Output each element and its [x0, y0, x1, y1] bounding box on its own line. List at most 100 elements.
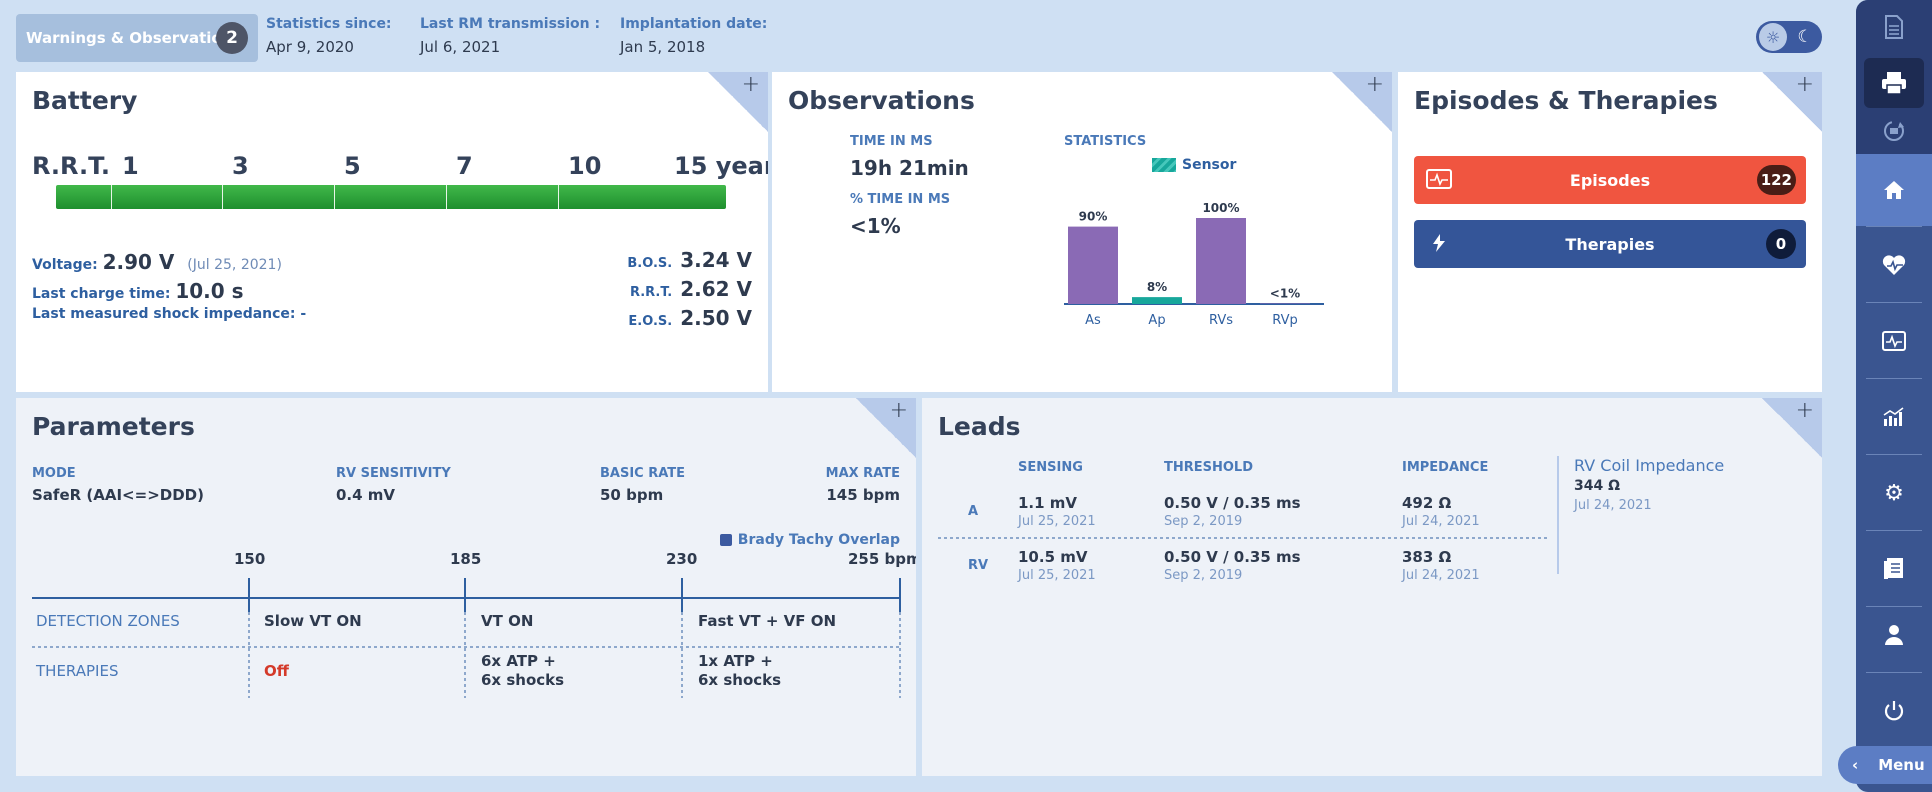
episodes-expand-button[interactable]: + [1762, 72, 1822, 132]
warnings-count-badge: 2 [216, 22, 248, 54]
rv-coil-impedance-value: 344 Ω [1574, 478, 1620, 494]
statistics-label: STATISTICS [1064, 134, 1147, 149]
brady-tachy-overlap-label: Brady Tachy Overlap [737, 532, 900, 548]
voltage-date: (Jul 25, 2021) [187, 257, 282, 273]
overlap-swatch [719, 534, 732, 546]
category-label: RVs [1209, 313, 1233, 328]
sync-icon[interactable] [1856, 108, 1932, 154]
bar-ap [1132, 297, 1182, 304]
category-label: RVp [1272, 313, 1297, 328]
scale-year: 10 [568, 152, 602, 180]
battery-expand-button[interactable]: + [708, 72, 768, 132]
lead-rv-impedance-date: Jul 24, 2021 [1402, 568, 1480, 583]
power-icon[interactable] [1856, 675, 1932, 747]
therapy-fast-vt: 1x ATP + 6x shocks [698, 652, 781, 690]
rate-tick: 185 [450, 550, 482, 568]
leads-expand-button[interactable]: + [1762, 398, 1822, 458]
rate-tick: 150 [234, 550, 266, 568]
sun-icon[interactable]: ☼ [1759, 23, 1787, 51]
episodes-label: Episodes [1569, 170, 1651, 190]
therapy-fast-vt-shocks: 6x shocks [698, 671, 782, 689]
plus-icon: + [1795, 72, 1814, 97]
patient-icon[interactable] [1856, 599, 1932, 671]
leads-card: Leads + SENSING THRESHOLD IMPEDANCE A 1.… [922, 398, 1822, 776]
battery-level-bar [56, 185, 726, 209]
lead-rv-threshold: 0.50 V / 0.35 ms [1164, 548, 1301, 566]
bar-value-label: <1% [1270, 287, 1300, 301]
plus-icon: + [741, 72, 760, 97]
statistics-bar-chart: 90% As 8% Ap 100% RVs <1% RVp [1064, 201, 1324, 328]
last-rm-value: Jul 6, 2021 [420, 38, 501, 56]
bar-value-label: 90% [1079, 210, 1108, 224]
parameters-expand-button[interactable]: + [856, 398, 916, 458]
therapy-vt-shocks: 6x shocks [481, 671, 565, 689]
moon-icon[interactable]: ☾ [1797, 27, 1813, 47]
plus-icon: + [889, 398, 908, 423]
pct-time-in-ms-label: % TIME IN MS [850, 192, 951, 207]
impedance-header: IMPEDANCE [1402, 460, 1489, 475]
chart-legend: Sensor [1152, 157, 1236, 173]
scale-year: 7 [456, 152, 473, 180]
mode-label: MODE [32, 466, 76, 481]
episodes-button[interactable]: Episodes 122 [1414, 156, 1806, 204]
bar-value-label: 100% [1202, 201, 1239, 215]
zone-slow-vt: Slow VT ON [264, 612, 362, 630]
implantation-date: Implantation date: Jan 5, 2018 [620, 16, 767, 56]
bar-as [1068, 226, 1118, 304]
lead-a-threshold: 0.50 V / 0.35 ms [1164, 494, 1301, 512]
statistics-since: Statistics since: Apr 9, 2020 [266, 16, 392, 56]
zones-grid [32, 578, 901, 698]
lead-rv-impedance: 383 Ω [1402, 548, 1452, 566]
bos-label: B.O.S. [627, 256, 673, 271]
statistics-icon[interactable] [1856, 381, 1932, 453]
ecg-monitor-icon [1426, 168, 1452, 190]
scale-year: 5 [344, 152, 361, 180]
report-icon[interactable] [1856, 533, 1932, 605]
bos-row: B.O.S. 3.24 V [627, 248, 752, 272]
lead-a-impedance-date: Jul 24, 2021 [1402, 514, 1480, 529]
battery-card: Battery + R.R.T. 1 3 5 7 10 15 years Vol… [16, 72, 768, 392]
bar-value-label: 8% [1147, 280, 1167, 294]
lead-a-sensing-date: Jul 25, 2021 [1018, 514, 1096, 529]
eos-value: 2.50 V [680, 306, 752, 330]
statistics-since-value: Apr 9, 2020 [266, 38, 354, 56]
eos-row: E.O.S. 2.50 V [628, 306, 752, 330]
statistics-since-label: Statistics since: [266, 16, 392, 32]
settings-icon[interactable]: ⚙ [1884, 480, 1904, 506]
sensor-swatch [1152, 158, 1176, 172]
therapies-row-label: THERAPIES [36, 662, 119, 680]
lead-a-impedance: 492 Ω [1402, 494, 1452, 512]
lead-rv-sensing-date: Jul 25, 2021 [1018, 568, 1096, 583]
chevron-left-icon: ‹ [1852, 756, 1859, 774]
therapies-button[interactable]: Therapies 0 [1414, 220, 1806, 268]
warnings-observations-button[interactable]: Warnings & Observations 2 [16, 14, 258, 62]
rrt-voltage-row: R.R.T. 2.62 V [630, 277, 752, 301]
document-icon[interactable] [1856, 4, 1932, 50]
mode-value: SafeR (AAI<=>DDD) [32, 486, 204, 504]
basic-rate-label: BASIC RATE [600, 466, 686, 481]
observations-card: Observations + TIME IN MS 19h 21min % TI… [772, 72, 1392, 392]
rrt-scale-label: R.R.T. [32, 152, 110, 180]
shock-impedance-value: - [300, 306, 307, 322]
lead-row-a-name: A [968, 504, 979, 519]
observations-expand-button[interactable]: + [1332, 72, 1392, 132]
bos-value: 3.24 V [680, 248, 752, 272]
print-icon[interactable] [1864, 58, 1924, 108]
menu-toggle-button[interactable]: ‹ Menu [1838, 746, 1932, 784]
ecg-icon[interactable] [1856, 305, 1932, 377]
time-in-ms-label: TIME IN MS [850, 134, 933, 149]
therapies-label: Therapies [1565, 234, 1655, 254]
therapy-vt-atp: 6x ATP + [481, 652, 556, 670]
last-rm-label: Last RM transmission : [420, 16, 601, 32]
theme-toggle[interactable]: ☼ ☾ [1756, 21, 1822, 53]
rv-coil-impedance-date: Jul 24, 2021 [1574, 498, 1652, 513]
warnings-label: Warnings & Observations [26, 29, 242, 47]
home-icon[interactable] [1856, 154, 1932, 226]
detection-zones-label: DETECTION ZONES [36, 612, 180, 630]
pct-time-in-ms-value: <1% [850, 214, 901, 238]
last-rm-transmission: Last RM transmission : Jul 6, 2021 [420, 16, 600, 56]
menu-label: Menu [1878, 756, 1925, 774]
episodes-icon[interactable] [1856, 229, 1932, 301]
category-label: As [1085, 313, 1101, 328]
plus-icon: + [1795, 398, 1814, 423]
